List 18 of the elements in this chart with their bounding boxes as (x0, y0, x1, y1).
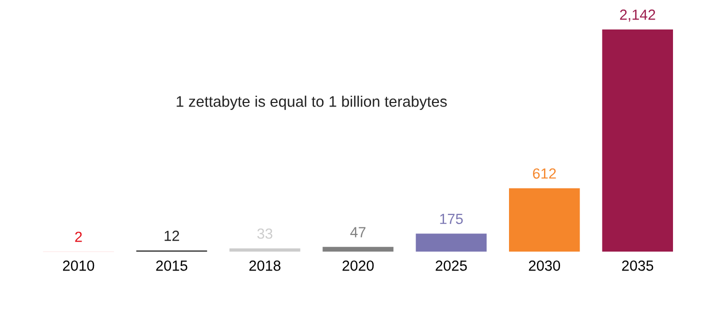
x-tick-label: 2030 (528, 260, 560, 271)
x-tick-label: 2018 (249, 260, 280, 271)
data-label: 2,142 (620, 10, 656, 22)
bar (602, 29, 674, 252)
x-tick-label: 2010 (63, 260, 94, 271)
bar (416, 234, 487, 252)
data-label: 612 (532, 168, 556, 179)
data-label: 2 (75, 232, 82, 242)
x-tick-label: 2025 (436, 260, 467, 271)
annotation: 1 zettabyte is equal to 1 billion terabytes (176, 96, 447, 110)
data-label: 47 (350, 227, 366, 238)
data-label: 12 (164, 230, 180, 241)
x-tick-label: 2035 (622, 260, 654, 271)
x-tick-label: 2020 (342, 260, 374, 271)
bar (322, 246, 394, 252)
data-label: 175 (440, 214, 463, 224)
x-tick-label: 2015 (156, 260, 188, 271)
bar (509, 188, 580, 252)
